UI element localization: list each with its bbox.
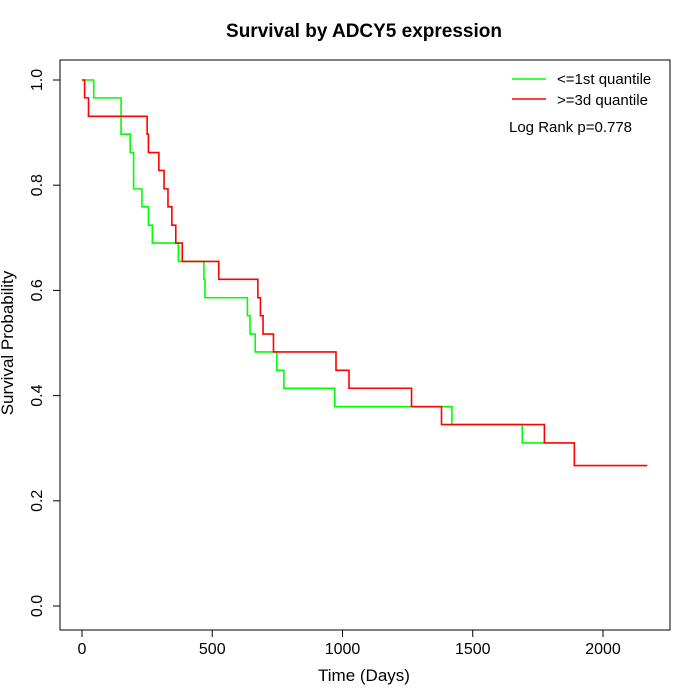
y-tick-label: 1.0 <box>29 69 46 91</box>
legend: <=1st quantile >=3d quantile <box>512 71 651 109</box>
x-tick-label: 1500 <box>455 641 491 658</box>
y-tick-label: 0.2 <box>29 490 46 512</box>
series-layer <box>82 79 648 467</box>
chart-title: Survival by ADCY5 expression <box>226 21 502 42</box>
x-tick-label: 500 <box>199 641 226 658</box>
log-rank-annotation: Log Rank p=0.778 <box>509 119 632 136</box>
series-high-quantile-line <box>82 79 648 467</box>
x-tick-label: 2000 <box>585 641 621 658</box>
x-axis-label: Time (Days) <box>318 666 410 685</box>
y-axis: 0.0 0.2 0.4 0.6 0.8 1.0 <box>29 69 61 617</box>
legend-label-high: >=3d quantile <box>557 92 648 109</box>
y-axis-label: Survival Probability <box>0 270 17 415</box>
y-tick-label: 0.8 <box>29 174 46 196</box>
x-tick-label: 0 <box>78 641 87 658</box>
legend-label-low: <=1st quantile <box>557 71 651 88</box>
series-low-quantile-line <box>82 79 545 444</box>
y-tick-label: 0.0 <box>29 595 46 617</box>
y-tick-label: 0.6 <box>29 279 46 301</box>
x-tick-label: 1000 <box>325 641 361 658</box>
y-tick-label: 0.4 <box>29 384 46 406</box>
x-axis: 0 500 1000 1500 2000 <box>78 629 621 658</box>
